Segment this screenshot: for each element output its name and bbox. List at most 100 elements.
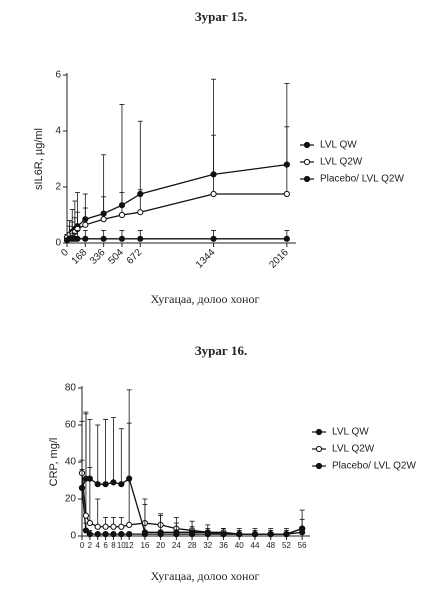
data-point bbox=[95, 482, 100, 487]
data-point bbox=[111, 480, 116, 485]
data-point bbox=[103, 524, 108, 529]
data-point bbox=[189, 530, 194, 535]
data-point bbox=[221, 532, 226, 537]
error-bar bbox=[284, 127, 289, 194]
legend-marker bbox=[304, 159, 309, 164]
data-point bbox=[119, 236, 124, 241]
data-point bbox=[138, 210, 143, 215]
data-point bbox=[95, 532, 100, 537]
series-line bbox=[67, 194, 287, 237]
legend-marker bbox=[316, 463, 321, 468]
y-tick-label: 2 bbox=[55, 182, 61, 193]
data-point bbox=[284, 532, 289, 537]
data-point bbox=[119, 482, 124, 487]
x-tick-label: 168 bbox=[70, 247, 90, 267]
x-tick-label: 40 bbox=[235, 541, 244, 550]
error-bar bbox=[95, 499, 100, 527]
x-tick-label: 0 bbox=[59, 247, 71, 259]
error-bar bbox=[211, 135, 216, 194]
data-point bbox=[79, 485, 84, 490]
y-tick-label: 20 bbox=[65, 494, 77, 505]
y-tick-label: 6 bbox=[55, 70, 61, 81]
y-tick-label: 0 bbox=[70, 531, 76, 542]
legend-marker bbox=[316, 446, 321, 451]
data-point bbox=[83, 236, 88, 241]
error-bar bbox=[103, 419, 108, 484]
x-tick-label: 4 bbox=[95, 541, 100, 550]
data-point bbox=[142, 530, 147, 535]
data-point bbox=[87, 520, 92, 525]
data-point bbox=[119, 524, 124, 529]
series-line bbox=[67, 239, 287, 240]
chart-title: Зураг 16. bbox=[195, 343, 248, 358]
error-bar bbox=[87, 419, 92, 478]
legend-label: Placebo/ LVL Q2W bbox=[332, 461, 416, 472]
data-point bbox=[252, 532, 257, 537]
x-axis-label: Хугацаа, долоо хоног bbox=[151, 569, 260, 583]
x-tick-label: 36 bbox=[219, 541, 228, 550]
data-point bbox=[158, 530, 163, 535]
error-bar bbox=[95, 425, 100, 484]
data-point bbox=[103, 532, 108, 537]
data-point bbox=[127, 532, 132, 537]
x-tick-label: 6 bbox=[103, 541, 108, 550]
data-point bbox=[211, 236, 216, 241]
data-point bbox=[83, 222, 88, 227]
data-point bbox=[174, 530, 179, 535]
data-point bbox=[111, 524, 116, 529]
legend-marker bbox=[304, 142, 309, 147]
data-point bbox=[205, 530, 210, 535]
error-bar bbox=[127, 390, 132, 479]
data-point bbox=[268, 532, 273, 537]
x-tick-label: 1344 bbox=[194, 247, 218, 271]
data-point bbox=[101, 217, 106, 222]
error-bar bbox=[119, 429, 124, 485]
chart-title: Зураг 15. bbox=[195, 9, 248, 24]
data-point bbox=[284, 191, 289, 196]
x-tick-label: 28 bbox=[188, 541, 197, 550]
data-point bbox=[211, 191, 216, 196]
x-tick-label: 44 bbox=[251, 541, 260, 550]
legend-marker bbox=[304, 176, 309, 181]
x-tick-label: 504 bbox=[106, 247, 126, 267]
data-point bbox=[83, 513, 88, 518]
data-point bbox=[95, 524, 100, 529]
data-point bbox=[103, 482, 108, 487]
x-axis-label: Хугацаа, долоо хоног bbox=[151, 292, 260, 306]
data-point bbox=[87, 476, 92, 481]
x-tick-label: 2016 bbox=[267, 247, 291, 271]
x-tick-label: 8 bbox=[111, 541, 116, 550]
y-tick-label: 4 bbox=[55, 126, 61, 137]
y-axis-label: sIL6R, µg/ml bbox=[33, 128, 45, 190]
data-point bbox=[138, 236, 143, 241]
error-bar bbox=[83, 412, 88, 479]
x-tick-label: 336 bbox=[88, 247, 108, 267]
y-tick-label: 40 bbox=[65, 457, 77, 468]
error-bar bbox=[111, 418, 116, 483]
x-tick-label: 24 bbox=[172, 541, 181, 550]
y-axis-label: CRP, mg/l bbox=[48, 438, 60, 487]
x-tick-label: 672 bbox=[125, 247, 145, 267]
x-tick-label: 12 bbox=[125, 541, 134, 550]
x-tick-label: 0 bbox=[80, 541, 85, 550]
legend-label: LVL Q2W bbox=[320, 157, 363, 168]
data-point bbox=[127, 522, 132, 527]
legend-label: LVL QW bbox=[320, 140, 357, 151]
legend-marker bbox=[316, 429, 321, 434]
data-point bbox=[75, 236, 80, 241]
page: Зураг 15.0246016833650467213442016sIL6R,… bbox=[0, 0, 442, 599]
y-tick-label: 0 bbox=[55, 238, 61, 249]
data-point bbox=[101, 236, 106, 241]
data-point bbox=[127, 476, 132, 481]
error-bar bbox=[119, 104, 124, 205]
legend-label: LVL QW bbox=[332, 427, 369, 438]
x-tick-label: 48 bbox=[266, 541, 275, 550]
data-point bbox=[111, 532, 116, 537]
data-point bbox=[284, 236, 289, 241]
data-point bbox=[237, 532, 242, 537]
y-tick-label: 80 bbox=[65, 383, 77, 394]
series-line bbox=[67, 165, 287, 238]
data-point bbox=[87, 532, 92, 537]
error-bar bbox=[138, 121, 143, 194]
data-point bbox=[300, 526, 305, 531]
